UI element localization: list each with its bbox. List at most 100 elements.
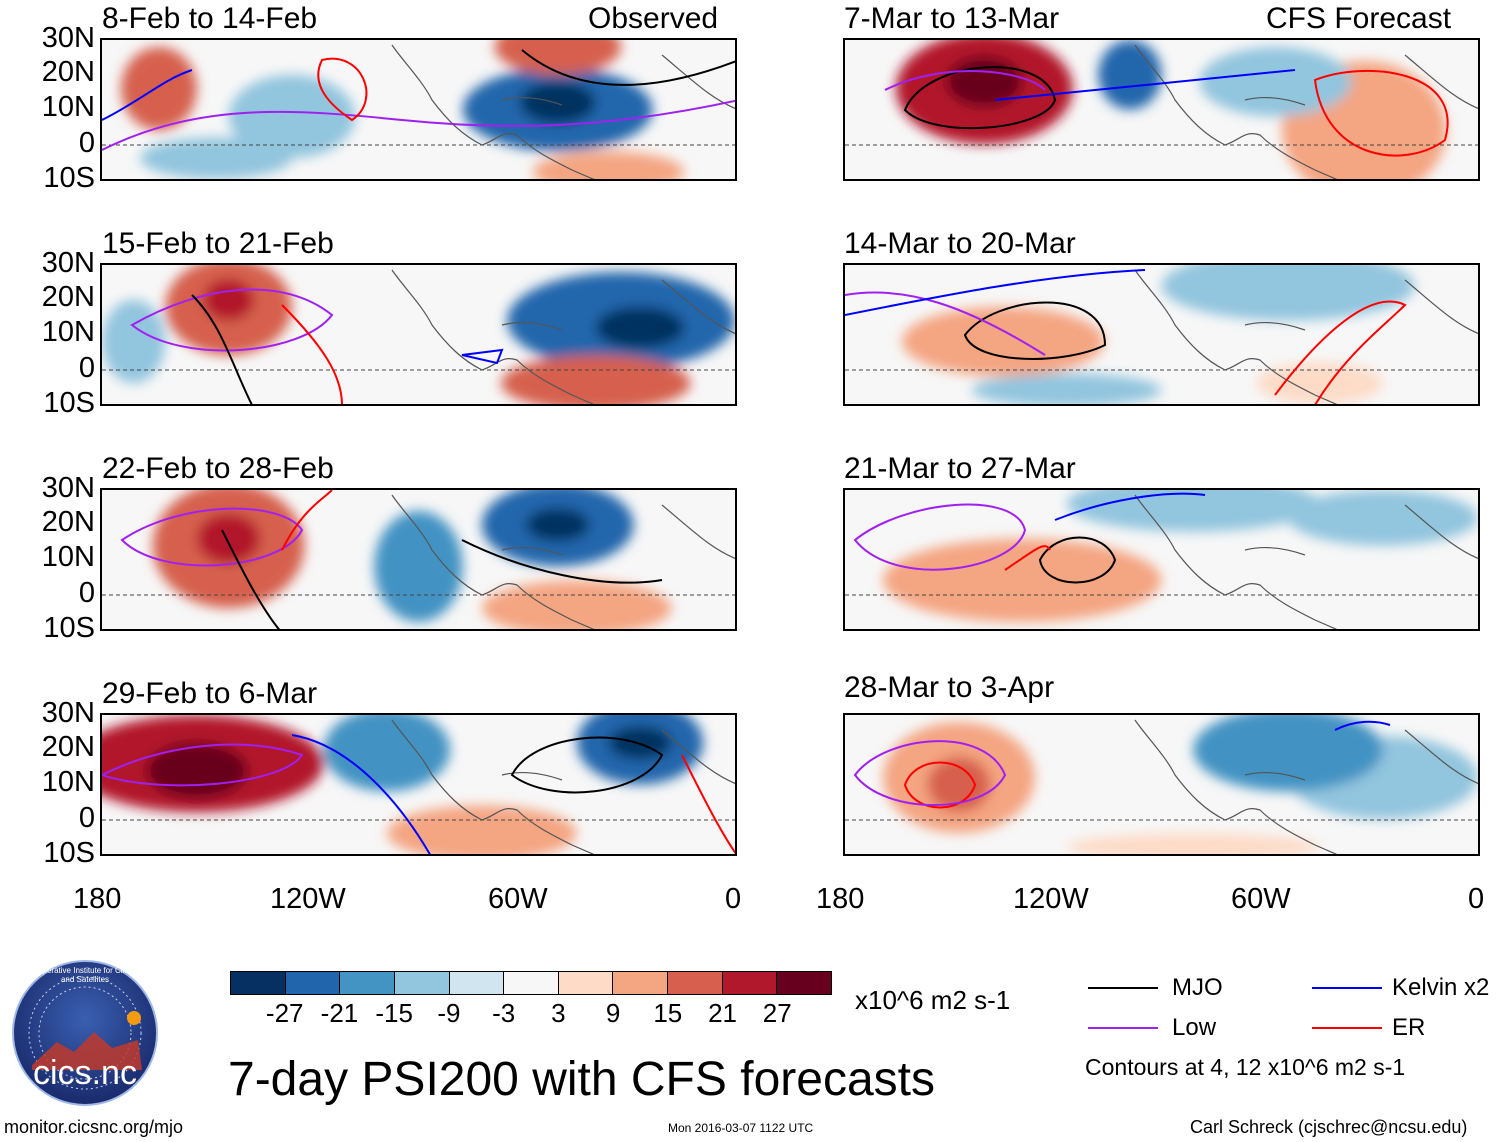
panel-tag-cfs-forecast: CFS Forecast xyxy=(1266,2,1452,35)
map-field xyxy=(845,40,1478,179)
legend-line-er xyxy=(1312,1027,1382,1029)
legend-label-low: Low xyxy=(1172,1014,1217,1041)
contour-line xyxy=(281,490,333,551)
lat-label: 30N xyxy=(41,472,95,504)
map-field xyxy=(102,40,735,179)
colorbar-label: 21 xyxy=(708,998,737,1028)
field-shading xyxy=(1066,490,1320,532)
field-shading xyxy=(374,510,463,623)
field-shading xyxy=(481,580,672,629)
contour-line xyxy=(994,69,1296,101)
legend-label-kelvin: Kelvin x2 xyxy=(1392,974,1490,1001)
field-shading xyxy=(882,538,1162,623)
colorbar-label: -3 xyxy=(492,998,516,1028)
colorbar-label: 27 xyxy=(762,998,792,1028)
colorbar xyxy=(230,971,832,995)
coastline xyxy=(1134,719,1478,854)
contour-line xyxy=(130,288,334,352)
map-field xyxy=(102,715,735,854)
lat-label: 10N xyxy=(41,91,95,123)
colorbar-units: x10^6 m2 s-1 xyxy=(855,985,1011,1015)
panel-title-1: 8-Feb to 14-Feb xyxy=(102,2,318,35)
lon-label-0-left: 0 xyxy=(725,883,742,915)
legend-label-er: ER xyxy=(1392,1014,1426,1041)
coastline xyxy=(1134,269,1478,404)
lat-label: 10S xyxy=(43,837,95,869)
map-panel-6 xyxy=(843,488,1480,631)
map-panel-3 xyxy=(100,263,737,406)
logo-text: cics.nc xyxy=(33,1054,137,1092)
lat-label: 20N xyxy=(41,281,95,313)
colorbar-swatch xyxy=(776,972,832,994)
map-panel-2 xyxy=(843,38,1480,181)
lat-label: 0 xyxy=(78,127,95,159)
contour-line xyxy=(461,539,663,584)
contour-line xyxy=(845,269,1146,316)
lat-label: 20N xyxy=(41,506,95,538)
colorbar-label: 9 xyxy=(605,998,621,1028)
contour-line xyxy=(191,294,253,404)
coastline xyxy=(391,269,735,404)
field-shading xyxy=(1161,265,1415,321)
lat-label: 0 xyxy=(78,802,95,834)
lat-label: 0 xyxy=(78,577,95,609)
field-shading xyxy=(901,306,1105,377)
lat-label: 30N xyxy=(41,697,95,729)
field-shading xyxy=(1288,490,1478,546)
field-shading xyxy=(500,355,691,404)
legend-line-low xyxy=(1088,1027,1158,1029)
field-shading xyxy=(323,715,451,792)
colorbar-swatch xyxy=(231,972,285,994)
panel-title-4: 14-Mar to 20-Mar xyxy=(844,227,1076,260)
contour-line xyxy=(281,304,343,404)
contour-line xyxy=(1313,69,1449,157)
lon-label-120w-right: 120W xyxy=(1013,883,1089,915)
contour-line xyxy=(681,754,735,854)
field-shading xyxy=(196,513,261,564)
map-field xyxy=(845,490,1478,629)
lon-label-0-right: 0 xyxy=(1468,883,1485,915)
contour-line xyxy=(521,49,735,86)
colorbar-swatch xyxy=(667,972,722,994)
colorbar-swatch xyxy=(612,972,668,994)
coastline xyxy=(391,719,735,854)
legend-line-mjo xyxy=(1088,987,1158,989)
map-panel-4 xyxy=(843,263,1480,406)
field-shading xyxy=(386,805,577,854)
colorbar-label: -9 xyxy=(437,998,461,1028)
lat-label: 10S xyxy=(43,612,95,644)
lat-label: 10N xyxy=(41,316,95,348)
contour-line xyxy=(510,736,664,794)
map-panel-5 xyxy=(100,488,737,631)
field-shading xyxy=(203,278,254,321)
field-shading xyxy=(228,74,356,159)
map-field xyxy=(845,715,1478,854)
colorbar-swatch xyxy=(393,972,449,994)
lat-label: 30N xyxy=(41,22,95,54)
contour-line xyxy=(963,301,1107,360)
coastline xyxy=(1134,494,1478,629)
contour-line xyxy=(461,348,504,365)
contour-line xyxy=(853,740,1007,806)
lat-label: 20N xyxy=(41,56,95,88)
colorbar-label: 3 xyxy=(551,998,566,1028)
colorbar-swatch xyxy=(284,972,340,994)
lon-label-60w-right: 60W xyxy=(1231,883,1291,915)
panel-tag-observed: Observed xyxy=(588,2,719,35)
contour-line xyxy=(317,57,368,122)
colorbar-label: -27 xyxy=(265,998,304,1028)
panel-title-3: 15-Feb to 21-Feb xyxy=(102,227,334,260)
lat-label: 10S xyxy=(43,162,95,194)
lat-label: 10S xyxy=(43,387,95,419)
colorbar-swatch xyxy=(557,972,613,994)
contours-note: Contours at 4, 12 x10^6 m2 s-1 xyxy=(1085,1054,1406,1080)
contour-line xyxy=(102,743,304,787)
panel-title-8: 28-Mar to 3-Apr xyxy=(844,671,1055,704)
cics-logo: Cooperative Institute for Climate and Sa… xyxy=(12,960,158,1106)
lat-label: 10N xyxy=(41,541,95,573)
footer-url[interactable]: monitor.cicsnc.org/mjo xyxy=(4,1117,184,1137)
map-field xyxy=(102,265,735,404)
field-shading xyxy=(1256,362,1384,404)
field-shading xyxy=(120,46,197,131)
contour-line xyxy=(1004,545,1051,571)
